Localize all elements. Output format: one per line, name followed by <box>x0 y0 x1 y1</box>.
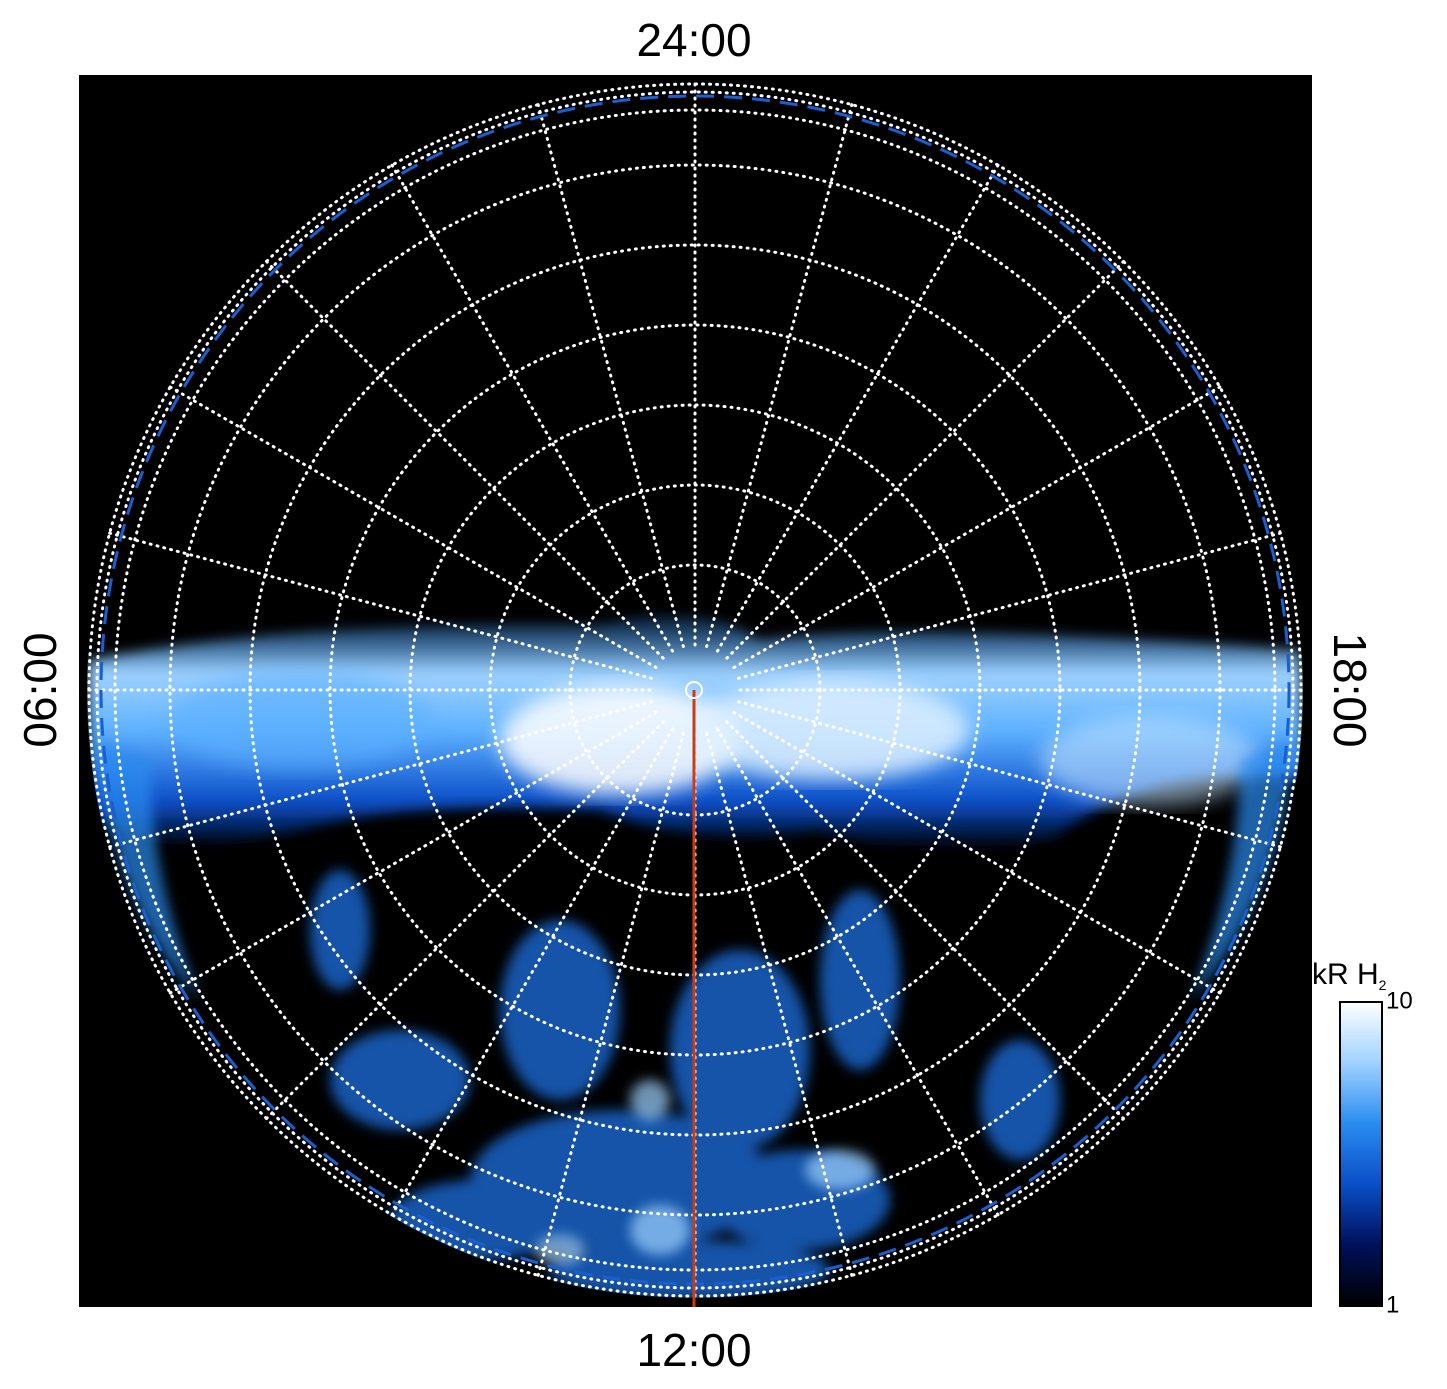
meridian-line <box>536 103 685 649</box>
lt-label-left: 06:00 <box>14 632 66 747</box>
colorbar-label-main: kR H <box>1312 958 1379 991</box>
meridian-line <box>736 531 1282 680</box>
meridian-line <box>108 700 654 849</box>
meridian-line <box>736 700 1282 849</box>
meridian-line <box>536 731 685 1277</box>
meridian-line <box>264 259 665 660</box>
lt-label-bottom: 12:00 <box>636 1324 751 1376</box>
meridian-line <box>725 720 1126 1121</box>
colorbar-label-subscript: 2 <box>1379 977 1387 993</box>
colorbar-tick-label: 10 <box>1386 987 1413 1014</box>
colorbar-fill <box>1339 1001 1383 1307</box>
colorbar-tick-label: 1 <box>1386 1291 1399 1318</box>
meridian-line <box>390 163 674 653</box>
meridian-line <box>725 259 1126 660</box>
meridian-line <box>716 163 1000 653</box>
meridian-line <box>732 711 1222 995</box>
meridian-line <box>264 720 665 1121</box>
meridian-line <box>168 711 658 995</box>
meridian-line <box>108 531 654 680</box>
meridian-line <box>168 385 658 669</box>
meridian-line <box>716 727 1000 1217</box>
pole-marker <box>685 681 703 699</box>
emission <box>88 615 1303 1298</box>
meridian-line <box>705 103 854 649</box>
colorbar-label: kR H2 <box>1312 958 1387 993</box>
meridian-line <box>390 727 674 1217</box>
meridian-line <box>732 385 1222 669</box>
colorbar: 1 10 <box>1339 987 1413 1318</box>
lt-label-top: 24:00 <box>636 14 751 66</box>
meridian-line <box>705 731 854 1277</box>
lt-label-right: 18:00 <box>1324 632 1376 747</box>
